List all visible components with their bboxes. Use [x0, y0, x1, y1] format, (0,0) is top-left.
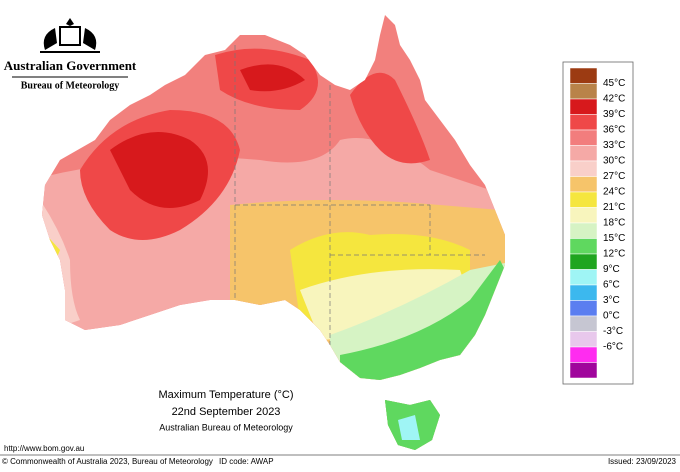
legend-swatch	[569, 300, 598, 317]
legend-swatch	[569, 222, 598, 239]
legend-label: 18°C	[603, 218, 625, 229]
legend-swatch	[569, 191, 598, 208]
legend-label: 30°C	[603, 156, 625, 167]
legend-label: 39°C	[603, 109, 625, 120]
legend-label: 15°C	[603, 233, 625, 244]
legend-swatch	[569, 362, 598, 379]
footer-issued: Issued: 23/09/2023	[608, 457, 677, 466]
map-date: 22nd September 2023	[172, 406, 281, 418]
legend-swatch	[569, 238, 598, 255]
legend-swatch	[569, 253, 598, 270]
legend-swatch	[569, 129, 598, 146]
legend-swatch	[569, 176, 598, 193]
footer-copyright: © Commonwealth of Australia 2023, Bureau…	[2, 457, 213, 466]
state-borders	[234, 45, 485, 345]
legend-label: 0°C	[603, 311, 620, 322]
legend-label: 42°C	[603, 94, 625, 105]
legend-label: 24°C	[603, 187, 625, 198]
header-title: Australian Government	[4, 58, 137, 73]
legend-swatch	[569, 98, 598, 115]
legend-label: 12°C	[603, 249, 625, 260]
legend-label: 36°C	[603, 125, 625, 136]
legend-swatch	[569, 315, 598, 332]
legend-swatch	[569, 331, 598, 348]
legend-swatch	[569, 207, 598, 224]
legend-swatch	[569, 145, 598, 162]
legend-swatch	[569, 346, 598, 363]
header-subtitle: Bureau of Meteorology	[21, 80, 120, 91]
legend-label: 6°C	[603, 280, 620, 291]
legend-label: 33°C	[603, 140, 625, 151]
legend-label: -3°C	[603, 326, 623, 337]
legend-swatch	[569, 83, 598, 100]
legend: 45°C 42°C 39°C 36°C 33°C 30°C 27°C 24°C 21°C 18°C…	[562, 61, 634, 385]
legend-label: 27°C	[603, 171, 625, 182]
legend-swatch	[569, 114, 598, 131]
legend-label: 21°C	[603, 202, 625, 213]
footer-id: ID code: AWAP	[219, 457, 274, 466]
legend-swatch	[569, 160, 598, 177]
legend-swatch	[569, 284, 598, 301]
coat-of-arms	[40, 18, 100, 53]
legend-label: 3°C	[603, 295, 620, 306]
map-title: Maximum Temperature (°C)	[158, 389, 293, 401]
legend-label: -6°C	[603, 342, 623, 353]
map-source: Australian Bureau of Meteorology	[159, 422, 293, 432]
footer-url: http://www.bom.gov.au	[4, 444, 84, 453]
legend-label: 9°C	[603, 264, 620, 275]
legend-swatch	[569, 269, 598, 286]
legend-swatch	[569, 67, 598, 84]
legend-label: 45°C	[603, 78, 625, 89]
